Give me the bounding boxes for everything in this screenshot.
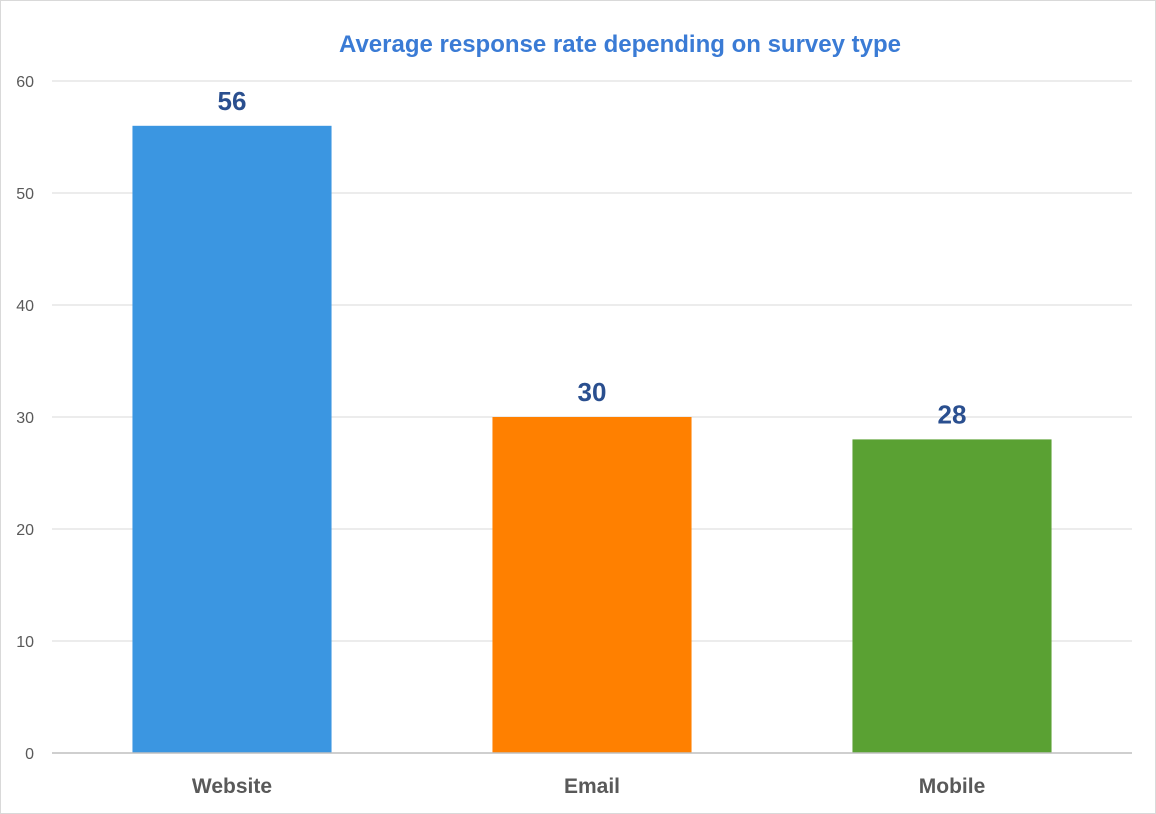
x-axis-category-labels: Website Email Mobile [192,775,985,798]
category-label-website: Website [192,775,272,798]
bar-email [492,417,692,753]
chart-title: Average response rate depending on surve… [339,31,901,58]
y-tick-label-40: 40 [16,298,34,315]
y-tick-label-50: 50 [16,186,34,203]
category-label-mobile: Mobile [919,775,986,798]
bars [132,125,1052,754]
data-label-website: 56 [218,86,247,116]
y-tick-label-60: 60 [16,74,34,91]
data-labels: 56 30 28 [218,86,967,430]
data-label-email: 30 [578,377,607,407]
y-tick-label-0: 0 [25,746,34,763]
y-axis-tick-labels: 0 10 20 30 40 50 60 [16,74,34,763]
bar-mobile [852,439,1052,753]
y-tick-label-20: 20 [16,522,34,539]
y-tick-label-10: 10 [16,634,34,651]
category-label-email: Email [564,775,620,798]
data-label-mobile: 28 [938,399,967,429]
y-tick-label-30: 30 [16,410,34,427]
bar-website [132,125,332,754]
